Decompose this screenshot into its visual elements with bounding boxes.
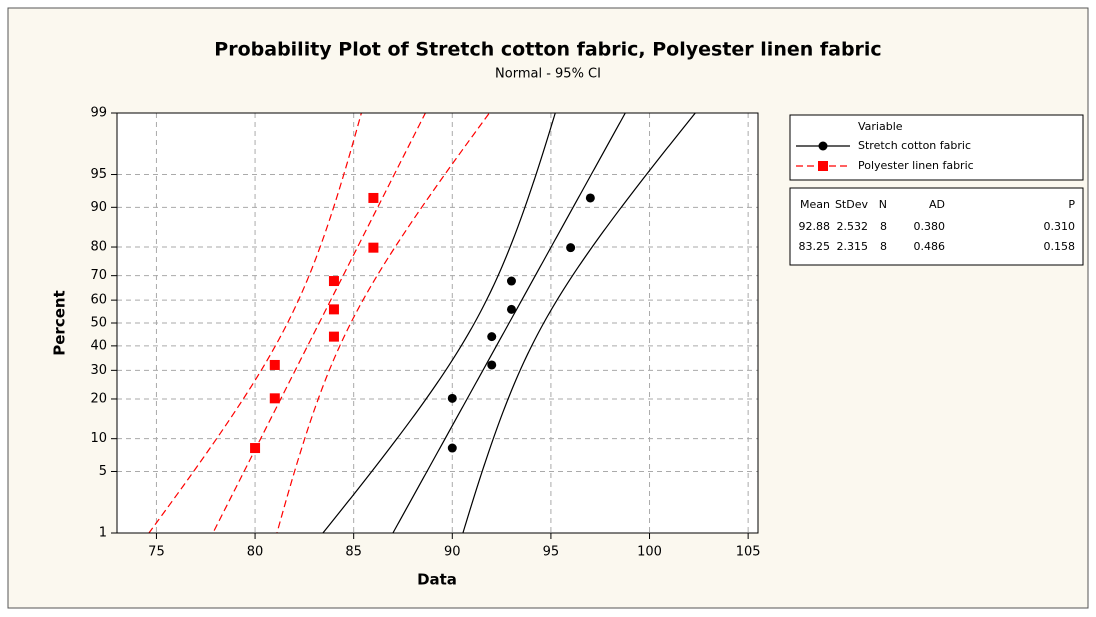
point <box>269 359 280 370</box>
stats-cell: 8 <box>880 220 887 233</box>
point <box>487 360 497 370</box>
point <box>269 393 280 404</box>
point <box>506 276 516 286</box>
y-tick-label: 50 <box>90 316 107 331</box>
point <box>566 243 576 253</box>
y-tick-label: 10 <box>90 431 107 446</box>
ci-band <box>322 113 556 533</box>
point <box>506 304 516 314</box>
stats-header: Mean <box>800 198 830 211</box>
legend-title: Variable <box>858 120 903 133</box>
stats-cell: 83.25 <box>799 240 831 253</box>
stats-cell: 0.380 <box>914 220 946 233</box>
x-tick-label: 105 <box>736 545 761 560</box>
legend-label: Polyester linen fabric <box>858 159 974 172</box>
stats-box <box>789 187 1084 266</box>
ci-band <box>148 113 362 533</box>
stats-cell: 0.486 <box>914 240 946 253</box>
x-tick-label: 100 <box>637 545 662 560</box>
y-tick-label: 95 <box>90 167 107 182</box>
fit-line <box>212 113 427 533</box>
x-axis-label: Data <box>417 571 457 589</box>
y-tick-label: 99 <box>90 106 107 121</box>
x-tick-label: 95 <box>543 545 560 560</box>
y-tick-label: 20 <box>90 391 107 406</box>
stats-cell: 2.315 <box>837 240 869 253</box>
fit-line <box>392 113 626 533</box>
stats-cell: 92.88 <box>799 220 831 233</box>
ci-band <box>462 113 697 533</box>
legend-box <box>789 114 1084 181</box>
stats-header: AD <box>929 198 945 211</box>
point <box>447 393 457 403</box>
x-tick-label: 80 <box>247 545 264 560</box>
point <box>585 193 595 203</box>
x-tick-label: 90 <box>444 545 461 560</box>
legend-marker <box>818 161 828 171</box>
point <box>328 304 339 315</box>
chart-subtitle: Normal - 95% CI <box>495 67 601 82</box>
legend-marker <box>818 141 828 151</box>
plot-border <box>116 112 759 534</box>
point <box>328 276 339 287</box>
y-tick-label: 1 <box>99 526 107 541</box>
y-tick-label: 70 <box>90 268 107 283</box>
stats-header: N <box>879 198 887 211</box>
point <box>447 443 457 453</box>
stats-cell: 0.310 <box>1044 220 1076 233</box>
legend-label: Stretch cotton fabric <box>858 139 971 152</box>
point <box>368 192 379 203</box>
x-tick-label: 85 <box>345 545 362 560</box>
y-tick-label: 80 <box>90 240 107 255</box>
point <box>250 443 261 454</box>
point <box>487 332 497 342</box>
chart-title: Probability Plot of Stretch cotton fabri… <box>214 39 881 61</box>
y-tick-label: 5 <box>99 464 107 479</box>
x-tick-label: 75 <box>148 545 165 560</box>
plot-lines <box>148 113 697 533</box>
y-tick-label: 40 <box>90 338 107 353</box>
y-tick-label: 90 <box>90 200 107 215</box>
point <box>328 331 339 342</box>
stats-cell: 0.158 <box>1044 240 1076 253</box>
point <box>368 242 379 253</box>
ci-band <box>276 113 491 533</box>
y-axis-label: Percent <box>51 290 69 355</box>
stats-cell: 8 <box>880 240 887 253</box>
y-tick-label: 30 <box>90 363 107 378</box>
stats-cell: 2.532 <box>837 220 869 233</box>
stats-header: StDev <box>835 198 869 211</box>
y-tick-label: 60 <box>90 293 107 308</box>
stats-header: P <box>1068 198 1075 211</box>
